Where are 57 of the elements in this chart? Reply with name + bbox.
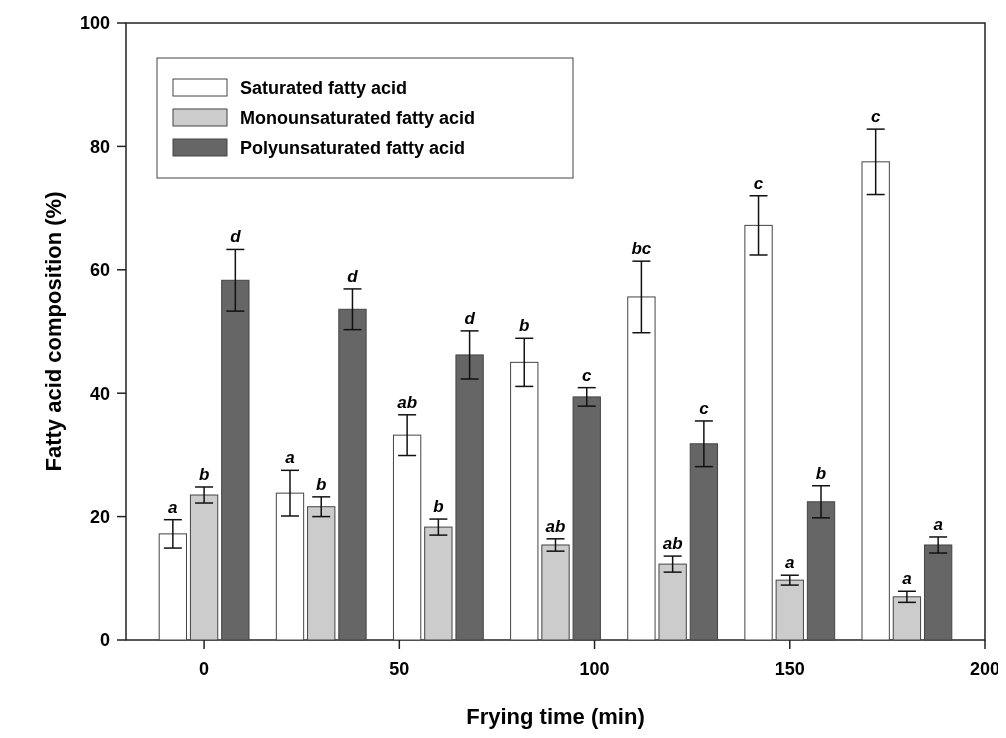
- bar: [392, 434, 422, 641]
- data-label: b: [519, 316, 530, 336]
- x-tick-label: 0: [199, 659, 210, 679]
- bar: [189, 494, 219, 641]
- bar: [455, 354, 484, 641]
- data-label: d: [230, 227, 242, 247]
- data-label: d: [464, 308, 476, 328]
- bar: [221, 279, 250, 641]
- data-label: c: [582, 365, 592, 385]
- data-label: a: [933, 514, 943, 534]
- data-label: ab: [662, 534, 683, 554]
- legend-label: Polyunsaturated fatty acid: [240, 138, 466, 159]
- data-label: b: [815, 463, 827, 483]
- y-tick-label: 60: [89, 260, 110, 281]
- bar: [658, 563, 687, 641]
- legend-label: Monounsaturated fatty acid: [240, 108, 476, 129]
- data-label: bc: [631, 239, 652, 259]
- data-label: a: [902, 569, 912, 589]
- bar: [806, 501, 836, 641]
- data-label: c: [870, 107, 881, 127]
- y-tick-label: 0: [99, 630, 110, 651]
- x-tick-label: 150: [774, 659, 805, 679]
- bar: [275, 492, 305, 641]
- bar: [775, 579, 804, 641]
- y-tick-label: 80: [89, 136, 110, 157]
- bar: [510, 361, 539, 641]
- x-tick-label: 50: [389, 659, 410, 679]
- data-label: ab: [545, 516, 566, 536]
- y-tick-label: 100: [79, 13, 110, 34]
- data-label: b: [198, 464, 210, 484]
- bar: [424, 526, 453, 641]
- bar: [689, 443, 719, 641]
- data-label: a: [785, 553, 795, 573]
- data-label: c: [699, 398, 710, 418]
- data-label: ab: [397, 392, 418, 412]
- bar: [861, 161, 890, 641]
- bar: [627, 296, 656, 641]
- bar: [307, 506, 336, 641]
- data-label: a: [285, 448, 295, 468]
- y-tick-label: 20: [89, 506, 110, 527]
- x-axis-title: Frying time (min): [466, 704, 645, 729]
- data-label: b: [433, 497, 444, 517]
- bar: [892, 596, 922, 641]
- y-axis-title: Fatty acid composition (%): [41, 191, 66, 472]
- bar: [158, 533, 188, 641]
- bar: [923, 544, 953, 641]
- bar: [744, 224, 773, 641]
- data-label: d: [347, 266, 359, 286]
- bar: [338, 308, 367, 641]
- data-label: a: [168, 497, 178, 517]
- data-label: c: [753, 173, 764, 193]
- y-tick-label: 40: [89, 383, 110, 404]
- legend-label: Saturated fatty acid: [240, 78, 408, 99]
- x-tick-label: 100: [579, 659, 610, 679]
- bar: [572, 396, 601, 641]
- data-label: b: [316, 474, 327, 494]
- bar: [541, 544, 570, 641]
